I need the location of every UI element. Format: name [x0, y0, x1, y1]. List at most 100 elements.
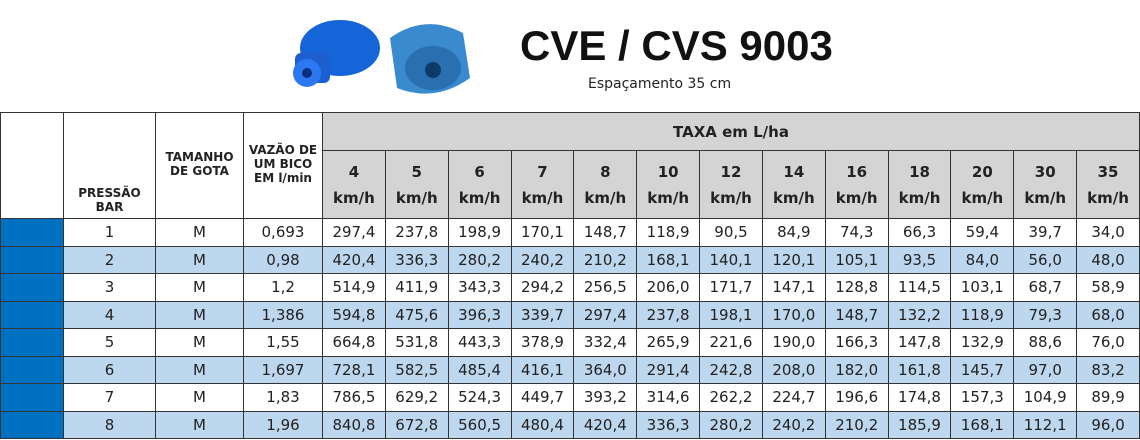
cell: 280,2	[699, 410, 763, 439]
speed-unit: km/h	[1087, 188, 1129, 207]
speed-value: 10	[657, 162, 679, 181]
cell: 297,4	[573, 300, 638, 329]
speed-value: 30	[1034, 162, 1056, 181]
cell: 83,2	[1076, 355, 1140, 384]
cell: 4	[63, 300, 156, 329]
cell: 262,2	[699, 383, 763, 412]
cell: 34,0	[1076, 218, 1140, 247]
speed-header: 16 km/h	[824, 150, 889, 219]
speed-unit: km/h	[521, 188, 564, 207]
cell: 210,2	[824, 410, 889, 439]
cell: 221,6	[699, 328, 763, 357]
cell: 96,0	[1076, 410, 1140, 439]
nozzle-images	[293, 20, 470, 94]
rate-table: PRESSÃO BAR TAMANHO DE GOTA VAZÃO DE UM …	[0, 112, 1140, 439]
cell: 198,9	[447, 218, 512, 247]
side-bar	[0, 218, 64, 247]
cell: 294,2	[510, 273, 575, 302]
side-bar	[0, 410, 64, 439]
cell: 728,1	[322, 355, 386, 384]
cell: M	[155, 355, 244, 384]
speed-header: 30 km/h	[1013, 150, 1078, 219]
cell: 240,2	[510, 245, 575, 274]
cell: 208,0	[761, 355, 826, 384]
cell: 265,9	[636, 328, 701, 357]
cell: 171,7	[699, 273, 763, 302]
cell: 242,8	[699, 355, 763, 384]
cell: 378,9	[510, 328, 575, 357]
cell: 190,0	[761, 328, 826, 357]
cell: 157,3	[950, 383, 1015, 412]
cell: 140,1	[699, 245, 763, 274]
data-row: 4 M 1,386 594,8 475,6 396,3 339,7 297,4 237,8 198…	[0, 300, 1140, 329]
blank-header	[0, 112, 64, 219]
speed-value: 5	[411, 162, 422, 181]
side-bar	[0, 328, 64, 357]
cell: 531,8	[384, 328, 449, 357]
cell: 196,6	[824, 383, 889, 412]
speed-value: 4	[348, 162, 360, 181]
cell: 198,1	[699, 300, 763, 329]
cell: 1	[63, 218, 156, 247]
cell: 449,7	[510, 383, 575, 412]
cell: 120,1	[761, 245, 826, 274]
speed-unit: km/h	[772, 188, 815, 207]
side-bar	[0, 273, 64, 302]
cell: 97,0	[1013, 355, 1078, 384]
cell: 74,3	[824, 218, 889, 247]
cell: 105,1	[824, 245, 889, 274]
side-bar	[0, 300, 64, 329]
speed-header: 10 km/h	[636, 150, 701, 219]
cell: 103,1	[950, 273, 1015, 302]
cell: 90,5	[699, 218, 763, 247]
speed-header: 8 km/h	[573, 150, 638, 219]
cell: 66,3	[887, 218, 952, 247]
cell: 364,0	[573, 355, 638, 384]
cell: 76,0	[1076, 328, 1140, 357]
cell: 280,2	[447, 245, 512, 274]
speed-unit: km/h	[835, 188, 878, 207]
cell: 56,0	[1013, 245, 1078, 274]
speed-header: 20 km/h	[950, 150, 1015, 219]
cell: 314,6	[636, 383, 701, 412]
speed-header: 7 km/h	[510, 150, 575, 219]
cell: 174,8	[887, 383, 952, 412]
cell: 170,0	[761, 300, 826, 329]
cell: 58,9	[1076, 273, 1140, 302]
data-row: 5 M 1,55 664,8 531,8 443,3 378,9 332,4 265,9 221,…	[0, 328, 1140, 357]
cell: 514,9	[322, 273, 386, 302]
cell: 48,0	[1076, 245, 1140, 274]
speed-unit: km/h	[647, 188, 690, 207]
cell: 1,83	[243, 383, 323, 412]
cell: 79,3	[1013, 300, 1078, 329]
cell: M	[155, 383, 244, 412]
cell: 132,9	[950, 328, 1015, 357]
column-header: TAMANHO DE GOTA	[155, 112, 244, 219]
cell: 840,8	[322, 410, 386, 439]
subtitle: Espaçamento 35 cm	[588, 76, 732, 92]
speed-header: 35 km/h	[1076, 150, 1140, 219]
cell: 237,8	[384, 218, 449, 247]
cell: 420,4	[322, 245, 386, 274]
side-bar	[0, 355, 64, 384]
cell: 93,5	[887, 245, 952, 274]
speed-value: 12	[720, 162, 742, 181]
cell: 629,2	[384, 383, 449, 412]
data-row: 7 M 1,83 786,5 629,2 524,3 449,7 393,2 314,6 262,…	[0, 383, 1140, 412]
cell: 168,1	[636, 245, 701, 274]
cell: M	[155, 410, 244, 439]
cell: 6	[63, 355, 156, 384]
cell: 170,1	[510, 218, 575, 247]
data-row: 2 M 0,98 420,4 336,3 280,2 240,2 210,2 168,1 140,…	[0, 245, 1140, 274]
cell: 84,9	[761, 218, 826, 247]
speed-value: 7	[537, 162, 548, 181]
cell: 161,8	[887, 355, 952, 384]
cell: 84,0	[950, 245, 1015, 274]
cell: 118,9	[950, 300, 1015, 329]
cell: 68,7	[1013, 273, 1078, 302]
cell: 59,4	[950, 218, 1015, 247]
cell: 224,7	[761, 383, 826, 412]
cell: 1,2	[243, 273, 323, 302]
cell: 148,7	[824, 300, 889, 329]
